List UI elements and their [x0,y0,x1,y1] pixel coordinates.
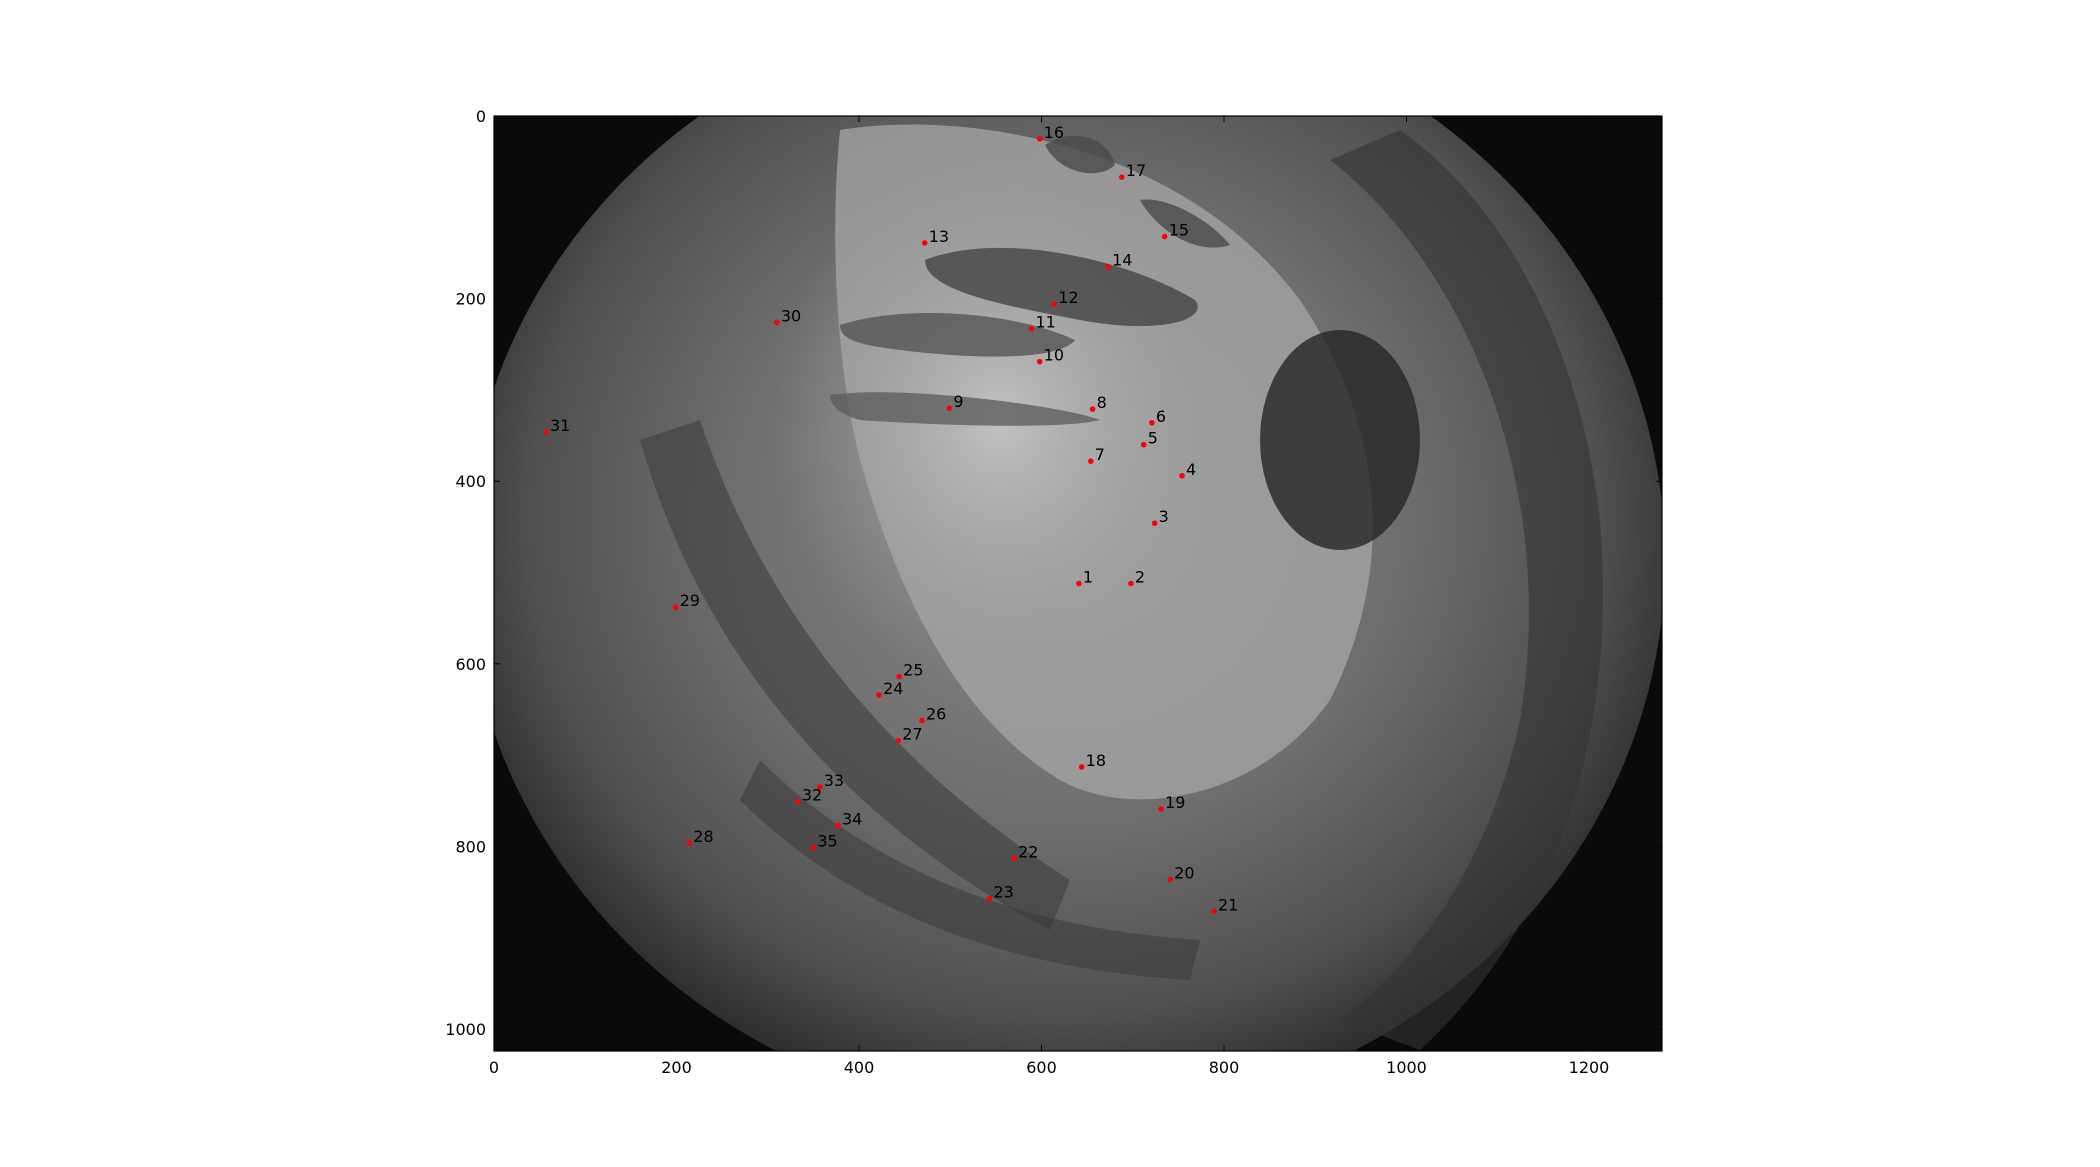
point-marker-31 [543,429,549,435]
x-tick-label: 600 [1026,1058,1057,1077]
point-marker-12 [1051,301,1058,307]
x-tick-label: 0 [489,1058,499,1077]
point-label-1: 1 [1083,568,1093,587]
point-marker-7 [1087,458,1094,464]
scatter-points: 1 234567891011121314151617181920212223242… [543,123,1238,914]
point-marker-21 [1211,908,1217,915]
point-marker-34 [835,822,841,829]
point-label-32: 32 [802,786,822,805]
point-label-2: 2 [1135,568,1145,587]
point-marker-26 [919,717,925,724]
point-label-7: 7 [1095,445,1105,464]
point-marker-18 [1078,764,1085,770]
x-tick-label: 200 [661,1058,692,1077]
point-label-16: 16 [1044,123,1064,142]
axes-frame [493,115,1663,1052]
point-label-29: 29 [680,591,700,610]
y-tick-label: 1000 [445,1020,486,1039]
y-axis: 0 200 400 600 800 1000 [445,107,1662,1039]
point-label-6: 6 [1156,407,1166,426]
point-label-17: 17 [1126,161,1146,180]
point-label-20: 20 [1174,863,1194,882]
point-marker-4 [1179,472,1185,479]
point-marker-11 [1028,325,1035,332]
point-label-33: 33 [824,771,844,790]
point-marker-19 [1158,806,1164,812]
point-marker-33 [816,784,823,790]
x-tick-label: 1200 [1569,1058,1610,1077]
point-label-8: 8 [1097,393,1107,412]
point-marker-29 [672,604,679,611]
point-label-34: 34 [842,809,862,828]
point-label-18: 18 [1086,751,1106,770]
y-tick-label: 200 [455,290,486,309]
point-label-19: 19 [1165,793,1185,812]
point-label-28: 28 [693,827,713,846]
point-marker-28 [686,840,693,846]
point-label-27: 27 [902,725,922,744]
point-marker-1 [1076,580,1082,587]
point-marker-2 [1128,580,1134,587]
point-marker-3 [1151,520,1158,527]
point-label-12: 12 [1058,288,1078,307]
point-marker-10 [1036,358,1043,365]
point-label-15: 15 [1169,221,1189,240]
point-label-3: 3 [1159,507,1169,526]
point-label-5: 5 [1148,429,1158,448]
point-marker-16 [1036,136,1043,142]
camera-image [494,116,1662,1051]
point-label-13: 13 [929,227,949,246]
point-label-10: 10 [1044,346,1064,365]
point-marker-24 [876,692,882,698]
point-label-31: 31 [550,416,570,435]
y-tick-label: 400 [455,472,486,491]
point-marker-30 [774,319,780,326]
point-marker-9 [946,405,953,411]
y-tick-label: 0 [476,107,486,126]
point-marker-5 [1140,441,1147,448]
point-label-4: 4 [1186,460,1196,479]
point-label-35: 35 [817,831,837,850]
point-label-21: 21 [1218,895,1238,914]
point-label-25: 25 [903,661,923,680]
point-label-30: 30 [781,306,801,325]
point-marker-15 [1161,233,1168,240]
point-marker-22 [1011,855,1017,862]
y-tick-label: 600 [455,655,486,674]
x-tick-label: 800 [1209,1058,1240,1077]
point-label-23: 23 [993,883,1013,902]
point-marker-6 [1149,419,1155,426]
point-marker-14 [1105,263,1111,270]
point-label-9: 9 [953,392,963,411]
point-label-24: 24 [883,679,903,698]
point-label-26: 26 [926,704,946,723]
x-tick-label: 1000 [1386,1058,1427,1077]
point-marker-32 [795,798,801,805]
point-marker-25 [896,673,902,680]
x-tick-label: 400 [844,1058,875,1077]
point-marker-27 [895,737,902,744]
point-marker-17 [1119,174,1125,180]
point-label-22: 22 [1018,842,1038,861]
point-label-11: 11 [1035,313,1055,332]
point-marker-13 [921,240,928,246]
point-label-14: 14 [1112,251,1132,270]
point-marker-8 [1089,406,1096,412]
point-marker-35 [810,844,817,851]
point-marker-23 [986,895,993,902]
point-marker-20 [1167,876,1173,883]
y-tick-label: 800 [455,837,486,856]
x-axis: 0 200 400 600 800 1000 1200 [489,116,1609,1077]
